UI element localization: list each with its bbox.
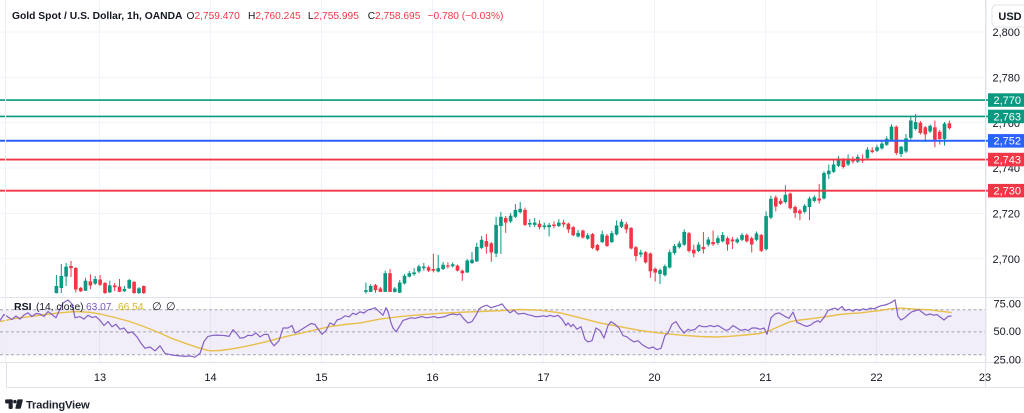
svg-text:TradingView: TradingView [26,400,90,412]
svg-text:2,730: 2,730 [993,186,1021,198]
svg-text:23: 23 [979,372,991,384]
svg-text:2,752: 2,752 [993,136,1021,148]
svg-text:63.07: 63.07 [86,302,112,313]
svg-text:2,720: 2,720 [992,209,1020,221]
svg-text:66.54: 66.54 [118,302,144,313]
svg-text:2,770: 2,770 [993,95,1021,107]
svg-text:21: 21 [759,372,771,384]
svg-text:14: 14 [204,372,216,384]
svg-text:13: 13 [94,372,106,384]
svg-text:2,800: 2,800 [992,27,1020,39]
svg-text:2,763: 2,763 [993,111,1021,123]
svg-text:Gold Spot / U.S. Dollar, 1h, O: Gold Spot / U.S. Dollar, 1h, OANDA [12,11,183,22]
svg-text:∅: ∅ [166,301,176,313]
svg-text:RSI: RSI [14,301,32,313]
svg-text:50.00: 50.00 [993,326,1021,338]
svg-text:2,780: 2,780 [992,72,1020,84]
svg-text:15: 15 [315,372,327,384]
svg-text:22: 22 [870,372,882,384]
svg-text:(14, close): (14, close) [36,302,84,313]
svg-text:25.00: 25.00 [993,354,1021,366]
svg-text:2,700: 2,700 [992,254,1020,266]
svg-text:∅: ∅ [152,301,162,313]
svg-text:16: 16 [426,372,438,384]
svg-text:17: 17 [537,372,549,384]
svg-text:20: 20 [648,372,660,384]
svg-text:75.00: 75.00 [993,298,1021,310]
svg-text:2,743: 2,743 [993,155,1021,167]
svg-text:USD: USD [998,11,1021,23]
